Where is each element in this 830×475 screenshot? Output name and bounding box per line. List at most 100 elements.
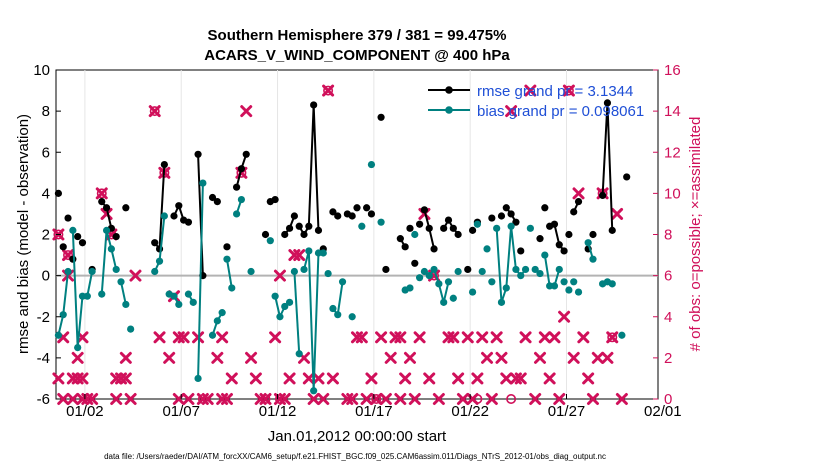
bias-point <box>358 222 366 230</box>
rmse-point <box>416 220 424 228</box>
obs-assimilated-marker <box>110 393 123 405</box>
bias-point <box>502 284 510 292</box>
bias-point <box>88 267 96 276</box>
rmse-point <box>112 232 120 241</box>
bias-point <box>512 265 520 274</box>
rmse-point <box>194 150 202 158</box>
rmse-point <box>420 206 429 214</box>
rmse-point <box>411 259 419 267</box>
obs-possible-marker <box>323 85 334 96</box>
legend-bias-label: bias grand pr = 0.098061 <box>477 103 644 120</box>
obs-assimilated-marker <box>249 372 262 385</box>
obs-assimilated-marker <box>124 393 137 405</box>
y-tick-label: 0 <box>42 268 50 285</box>
bias-point <box>406 284 414 292</box>
bias-point <box>271 292 279 300</box>
bias-point <box>83 292 91 300</box>
rmse-point <box>74 232 82 241</box>
rmse-point <box>377 113 385 121</box>
rmse-point <box>310 101 318 109</box>
bias-point <box>507 222 515 230</box>
bias-point <box>276 313 284 321</box>
obs-assimilated-marker <box>86 393 99 405</box>
obs-assimilated-marker <box>408 393 421 405</box>
rmse-point <box>382 265 390 274</box>
bias-point <box>560 278 568 286</box>
rmse-point <box>603 99 612 107</box>
bias-point <box>483 245 491 253</box>
y-axis-label: rmse and bias (model - observation) <box>15 114 32 354</box>
rmse-point <box>223 243 231 251</box>
legend: rmse grand pr = 3.1344 bias grand pr = 0… <box>428 83 644 120</box>
obs-assimilated-marker <box>519 331 532 344</box>
obs-assimilated-marker <box>370 393 383 405</box>
obs-possible-marker <box>506 393 517 404</box>
bias-point <box>194 374 202 383</box>
obs-assimilated-marker <box>375 331 388 344</box>
y-tick-label: 10 <box>33 62 50 79</box>
rmse-point <box>285 224 294 232</box>
bias-point <box>98 290 106 298</box>
obs-assimilated-marker <box>403 351 416 364</box>
bias-point <box>338 278 347 286</box>
obs-assimilated-marker <box>177 331 190 344</box>
bias-point <box>285 298 294 306</box>
rmse-point <box>517 247 525 255</box>
rmse-point <box>208 193 217 202</box>
rmse-point <box>555 241 563 249</box>
obs-assimilated-marker <box>52 372 65 385</box>
rmse-line-segment <box>442 218 459 236</box>
rmse-point <box>300 230 308 239</box>
obs-assimilated-marker <box>500 372 513 385</box>
bias-point <box>454 267 462 276</box>
bias-point <box>228 284 236 292</box>
obs-assimilated-marker <box>293 249 306 262</box>
bias-point <box>584 239 592 247</box>
rmse-point <box>589 230 597 239</box>
obs-assimilated-marker <box>553 393 566 405</box>
rmse-point <box>454 230 462 239</box>
bias-point <box>189 298 197 306</box>
bias-point <box>449 294 457 302</box>
bias-point <box>589 255 597 263</box>
rmse-point <box>367 210 376 218</box>
rmse-point <box>151 239 159 247</box>
x-tick-label: 01/27 <box>548 403 586 420</box>
y-tick-label: 6 <box>42 144 50 161</box>
obs-assimilated-marker <box>399 372 412 385</box>
obs-assimilated-marker <box>481 351 494 364</box>
bias-point <box>440 298 448 306</box>
rmse-point <box>281 230 289 239</box>
obs-assimilated-marker <box>538 331 551 344</box>
rmse-point <box>334 212 342 220</box>
bias-line-segment <box>100 230 118 295</box>
bias-point <box>151 267 159 276</box>
bias-point <box>377 218 385 226</box>
rmse-point <box>290 212 298 220</box>
legend-rmse-marker <box>445 86 453 94</box>
rmse-point <box>261 230 270 239</box>
obs-assimilated-marker <box>129 269 142 282</box>
obs-assimilated-marker <box>548 331 561 344</box>
obs-assimilated-marker <box>76 372 89 385</box>
rmse-point <box>102 204 111 212</box>
obs-possible-marker <box>563 85 574 96</box>
bias-point <box>493 224 501 232</box>
obs-assimilated-marker <box>346 393 359 405</box>
y2-tick-label: 8 <box>664 227 672 244</box>
rmse-point <box>233 183 241 191</box>
bias-point <box>531 265 539 274</box>
obs-assimilated-marker <box>201 393 214 405</box>
bias-point <box>430 265 438 274</box>
bias-point <box>425 272 433 280</box>
obs-assimilated-marker <box>476 331 489 344</box>
obs-assimilated-marker <box>601 351 614 364</box>
obs-assimilated-marker <box>562 84 575 97</box>
rmse-point <box>488 214 496 222</box>
rmse-point <box>502 204 510 212</box>
obs-assimilated-marker <box>216 331 229 344</box>
bias-point <box>199 179 207 187</box>
obs-assimilated-marker <box>394 393 407 405</box>
rmse-point <box>464 265 472 274</box>
